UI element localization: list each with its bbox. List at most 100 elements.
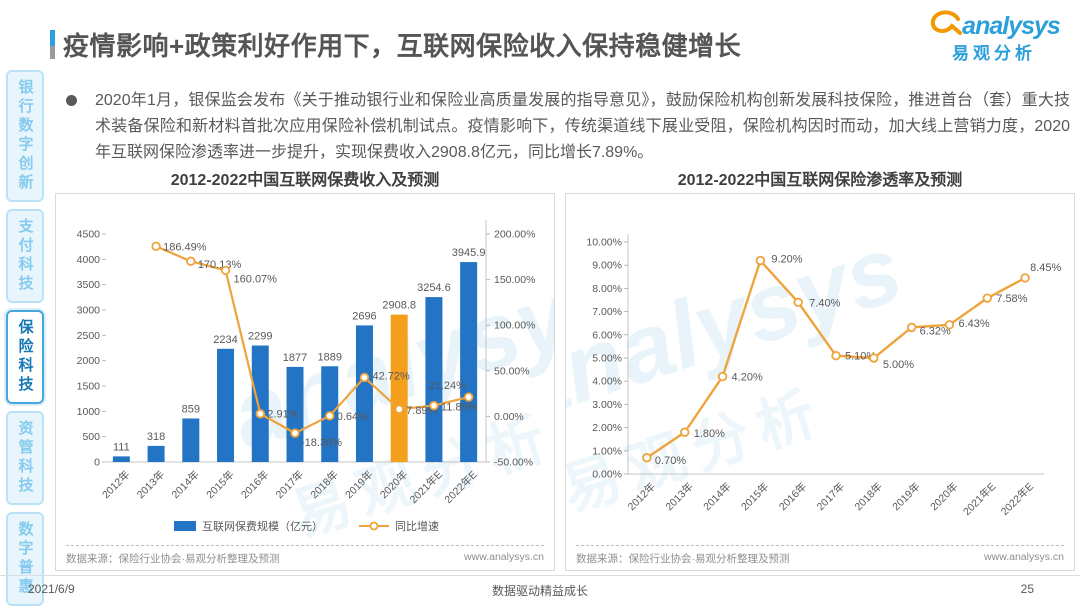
svg-text:2018年: 2018年 [308, 468, 341, 501]
svg-text:1000: 1000 [77, 406, 101, 418]
analysys-logo: analysys 易观分析 [924, 10, 1064, 62]
svg-text:10.00%: 10.00% [586, 237, 622, 249]
svg-text:2022年E: 2022年E [442, 468, 480, 506]
svg-text:4.20%: 4.20% [732, 372, 763, 384]
svg-text:160.07%: 160.07% [234, 273, 278, 285]
sidebar-item-payment-tech[interactable]: 支付科技 [6, 209, 44, 303]
svg-text:1.00%: 1.00% [592, 445, 622, 457]
svg-text:0.00%: 0.00% [592, 469, 622, 481]
svg-text:3000: 3000 [77, 305, 101, 317]
svg-text:21.24%: 21.24% [429, 380, 467, 392]
svg-text:4000: 4000 [77, 254, 101, 266]
svg-text:2015年: 2015年 [738, 480, 771, 513]
svg-text:2.91%: 2.91% [267, 409, 298, 421]
bullet-icon [66, 95, 77, 106]
svg-text:2014年: 2014年 [701, 480, 734, 513]
svg-text:150.00%: 150.00% [494, 274, 535, 286]
bullet-text: 2020年1月，银保监会发布《关于推动银行业和保险业高质量发展的指导意见》，鼓励… [95, 92, 1070, 161]
svg-text:1.80%: 1.80% [694, 428, 725, 440]
svg-text:6.32%: 6.32% [920, 325, 951, 337]
svg-text:2299: 2299 [248, 331, 272, 343]
svg-text:9.00%: 9.00% [592, 260, 622, 272]
svg-text:5.00%: 5.00% [883, 359, 914, 371]
sidebar: 银行数字创新 支付科技 保险科技 资管科技 数字普惠 [5, 70, 45, 606]
sidebar-item-insurance-tech[interactable]: 保险科技 [6, 310, 44, 404]
chart-title-premium-income: 2012-2022中国互联网保费收入及预测 [170, 172, 440, 189]
svg-text:1877: 1877 [283, 352, 307, 364]
premium-income-chart: 0 500 1000 1500 2000 2500 3000 3500 4000 4500 -50.… [77, 220, 535, 533]
svg-text:2012年: 2012年 [625, 480, 658, 513]
svg-text:2020年: 2020年 [377, 468, 410, 501]
svg-text:500: 500 [82, 431, 100, 443]
data-source-label: 数据来源：保险行业协会·易观分析整理及预测 [576, 553, 790, 565]
svg-text:7.89%: 7.89% [406, 405, 437, 417]
svg-text:4.00%: 4.00% [592, 376, 622, 388]
logo-swoosh-icon [928, 10, 963, 42]
svg-text:200.00%: 200.00% [494, 229, 535, 241]
chart-title-penetration-rate: 2012-2022中国互联网保险渗透率及预测 [677, 172, 963, 189]
svg-text:2017年: 2017年 [273, 468, 306, 501]
svg-text:5.10%: 5.10% [845, 351, 876, 363]
svg-text:1500: 1500 [77, 381, 101, 393]
source-url: www.analysys.cn [984, 551, 1064, 563]
svg-text:11.89%: 11.89% [441, 402, 478, 414]
svg-text:3945.9: 3945.9 [452, 247, 486, 259]
svg-text:4500: 4500 [77, 229, 101, 241]
svg-text:-50.00%: -50.00% [494, 457, 533, 469]
bullet-paragraph: 2020年1月，银保监会发布《关于推动银行业和保险业高质量发展的指导意见》，鼓励… [66, 88, 1070, 166]
svg-text:318: 318 [147, 431, 165, 443]
source-row: 数据来源：保险行业协会·易观分析整理及预测 www.analysys.cn [576, 545, 1064, 566]
svg-text:2000: 2000 [77, 355, 101, 367]
svg-text:2015年: 2015年 [204, 468, 237, 501]
penetration-rate-chart: 0.00% 1.00% 2.00% 3.00% 4.00% 5.00% 6.00% 7.00%… [586, 234, 1062, 518]
svg-text:2019年: 2019年 [342, 468, 375, 501]
logo-brand-text: analysys [962, 11, 1061, 40]
svg-text:186.49%: 186.49% [163, 241, 207, 253]
svg-text:8.45%: 8.45% [1030, 262, 1061, 274]
svg-text:2022年E: 2022年E [998, 480, 1036, 518]
footer-slogan: 数据驱动精益成长 [491, 584, 588, 598]
svg-text:2016年: 2016年 [776, 480, 809, 513]
svg-text:859: 859 [182, 403, 200, 415]
svg-text:0.00%: 0.00% [494, 411, 524, 423]
svg-text:170.13%: 170.13% [198, 259, 242, 271]
svg-text:9.20%: 9.20% [771, 254, 802, 266]
svg-text:5.00%: 5.00% [592, 353, 622, 365]
svg-text:8.00%: 8.00% [592, 283, 622, 295]
svg-text:2234: 2234 [213, 334, 237, 346]
svg-text:3254.6: 3254.6 [417, 282, 451, 294]
page-title: 疫情影响+政策利好作用下，互联网保险收入保持稳健增长 [63, 31, 742, 61]
svg-text:7.58%: 7.58% [996, 293, 1027, 305]
source-row: 数据来源：保险行业协会·易观分析整理及预测 www.analysys.cn [66, 545, 544, 566]
source-url: www.analysys.cn [464, 551, 544, 563]
svg-text:2017年: 2017年 [814, 480, 847, 513]
svg-text:3500: 3500 [77, 279, 101, 291]
svg-text:6.43%: 6.43% [958, 318, 989, 330]
svg-text:50.00%: 50.00% [494, 365, 530, 377]
svg-text:2014年: 2014年 [169, 468, 202, 501]
svg-text:2019年: 2019年 [890, 480, 923, 513]
sidebar-item-bank-digital[interactable]: 银行数字创新 [6, 70, 44, 202]
svg-text:2020年: 2020年 [927, 480, 960, 513]
svg-text:2696: 2696 [352, 310, 376, 322]
sidebar-item-asset-mgmt-tech[interactable]: 资管科技 [6, 411, 44, 505]
svg-text:2021年E: 2021年E [960, 480, 998, 518]
logo-brand-cn: 易观分析 [952, 44, 1036, 63]
svg-text:2908.8: 2908.8 [382, 300, 416, 312]
svg-text:100.00%: 100.00% [494, 320, 535, 332]
svg-text:42.72%: 42.72% [372, 370, 410, 382]
sidebar-item-digital-inclusion[interactable]: 数字普惠 [6, 512, 44, 606]
svg-text:0: 0 [94, 457, 100, 469]
svg-text:互联网保费规模（亿元）: 互联网保费规模（亿元） [202, 519, 323, 533]
svg-text:0.64%: 0.64% [337, 411, 368, 423]
svg-text:0.70%: 0.70% [655, 455, 686, 467]
svg-text:同比增速: 同比增速 [395, 519, 439, 533]
svg-text:2016年: 2016年 [238, 468, 271, 501]
svg-text:1889: 1889 [317, 351, 341, 363]
svg-text:7.00%: 7.00% [592, 306, 622, 318]
title-accent-bar [50, 30, 55, 59]
footer-page-number: 25 [1020, 582, 1034, 596]
chart-panel-premium-income: analysys 易观分析 0 500 1000 1500 2000 2500 3000 35… [55, 193, 555, 571]
svg-text:2013年: 2013年 [663, 480, 696, 513]
